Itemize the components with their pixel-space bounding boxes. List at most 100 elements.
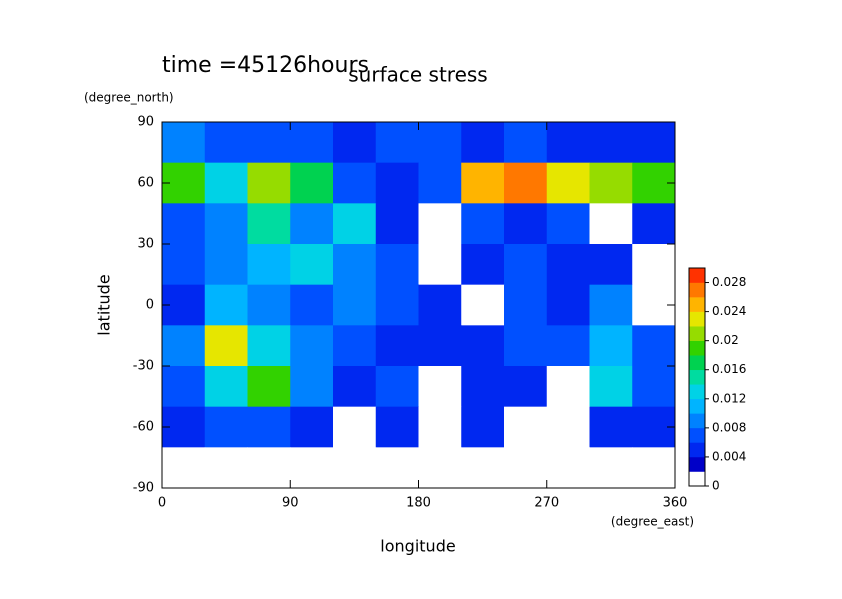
contour-cell [546, 162, 590, 204]
contour-cell [461, 203, 505, 245]
contour-cell [333, 406, 377, 448]
contour-cell [418, 162, 462, 204]
contour-cell [461, 122, 505, 164]
contour-cell [290, 203, 334, 245]
contour-cell [247, 447, 291, 489]
contour-cell [632, 366, 676, 408]
contour-cell [589, 122, 633, 164]
x-tick-label: 270 [534, 496, 559, 511]
colorbar-label: 0.008 [712, 420, 746, 434]
contour-cell [504, 325, 548, 367]
colorbar-label: 0.02 [712, 333, 739, 347]
y-tick-label: 90 [137, 115, 154, 130]
contour-cell [290, 162, 334, 204]
contour-cell [418, 447, 462, 489]
contour-cell [461, 244, 505, 286]
colorbar-band [689, 282, 705, 298]
contour-cell [546, 366, 590, 408]
contour-cell [204, 122, 248, 164]
contour-cell [204, 406, 248, 448]
x-tick-label: 360 [663, 496, 688, 511]
colorbar-band [689, 456, 705, 472]
contour-cell [632, 203, 676, 245]
contour-cell [589, 203, 633, 245]
contour-cell [461, 284, 505, 326]
y-tick-label: 60 [137, 176, 154, 191]
contour-cell [461, 325, 505, 367]
contour-cell [461, 406, 505, 448]
y-tick-label: -30 [133, 359, 154, 374]
contour-cell [461, 447, 505, 489]
y-tick-label: 0 [146, 298, 154, 313]
chart-subtitle: time =45126hours [162, 53, 369, 78]
contour-cell [333, 325, 377, 367]
contour-cell [375, 284, 419, 326]
contour-cell [418, 366, 462, 408]
contour-cell [589, 406, 633, 448]
colorbar-band [689, 384, 705, 400]
contour-cell [290, 447, 334, 489]
contour-cell [589, 447, 633, 489]
contour-cell [204, 244, 248, 286]
contour-cell [418, 325, 462, 367]
contour-cell [247, 162, 291, 204]
contour-cell [204, 162, 248, 204]
colorbar-band [689, 340, 705, 356]
contour-cell [204, 203, 248, 245]
contour-cell [290, 244, 334, 286]
contour-cell [204, 284, 248, 326]
colorbar-label: 0.004 [712, 449, 746, 463]
contour-cell [333, 122, 377, 164]
contour-cell [247, 122, 291, 164]
contour-cell [418, 406, 462, 448]
contour-cell [546, 325, 590, 367]
contour-cell [375, 162, 419, 204]
contour-cell [504, 447, 548, 489]
x-tick-label: 0 [158, 496, 166, 511]
contour-cell [632, 122, 676, 164]
contour-cell [375, 325, 419, 367]
contour-cell [504, 284, 548, 326]
chart-title: surface stress [348, 63, 487, 87]
contour-cell [632, 325, 676, 367]
colorbar-label: 0.028 [712, 275, 746, 289]
contour-cell [546, 447, 590, 489]
contour-cell [204, 366, 248, 408]
colorbar-band [689, 398, 705, 414]
contour-cell [333, 244, 377, 286]
colorbar-band [689, 369, 705, 385]
contour-cell [461, 366, 505, 408]
contour-cell [290, 122, 334, 164]
contour-cell [204, 447, 248, 489]
contour-cell [247, 406, 291, 448]
contour-cell [290, 325, 334, 367]
contour-cell [162, 447, 206, 489]
contour-cell [204, 325, 248, 367]
contour-cell [162, 203, 206, 245]
contour-cell [375, 203, 419, 245]
contour-cell [247, 244, 291, 286]
colorbar-label: 0.024 [712, 304, 746, 318]
colorbar-band [689, 268, 705, 283]
colorbar-band [689, 471, 705, 487]
contour-cell [589, 366, 633, 408]
contour-cell [461, 162, 505, 204]
contour-cell [632, 244, 676, 286]
contour-cell [504, 406, 548, 448]
contour-cell [375, 447, 419, 489]
contour-cell [504, 162, 548, 204]
contour-cell [504, 366, 548, 408]
colorbar-band [689, 442, 705, 458]
contour-cell [333, 447, 377, 489]
contour-cell [247, 366, 291, 408]
colorbar-band [689, 355, 705, 371]
contour-cell [632, 447, 676, 489]
contour-cell [247, 325, 291, 367]
contour-cell [504, 122, 548, 164]
contour-cell [418, 122, 462, 164]
contour-cell [162, 244, 206, 286]
y-tick-label: -60 [133, 420, 154, 435]
colorbar-label: 0.016 [712, 362, 746, 376]
